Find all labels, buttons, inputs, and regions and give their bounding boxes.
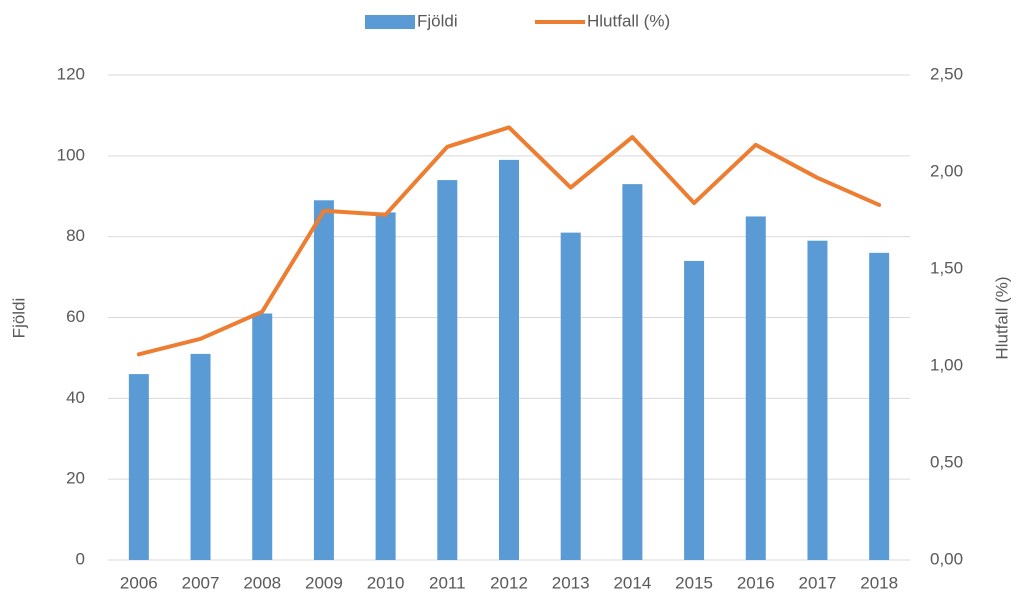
bar: [745, 216, 766, 561]
legend-label: Hlutfall (%): [587, 11, 670, 30]
x-tick-label: 2010: [367, 573, 405, 592]
x-tick-label: 2018: [860, 573, 898, 592]
x-tick-label: 2011: [429, 573, 466, 592]
y2-tick-label: 0,50: [930, 452, 963, 471]
bar: [622, 184, 643, 560]
y-tick-label: 120: [57, 64, 85, 83]
x-tick-label: 2017: [799, 573, 837, 592]
x-tick-label: 2012: [490, 573, 528, 592]
bar: [684, 260, 705, 560]
legend-label: Fjöldi: [417, 11, 458, 30]
bar: [190, 353, 211, 560]
x-tick-label: 2006: [120, 573, 158, 592]
bar: [869, 252, 890, 561]
bar: [560, 232, 581, 560]
bar: [807, 240, 828, 561]
y-tick-label: 100: [57, 145, 85, 164]
bar: [313, 200, 334, 560]
x-tick-label: 2009: [305, 573, 343, 592]
y-tick-label: 40: [66, 388, 85, 407]
y-axis-title: Fjöldi: [9, 298, 28, 339]
y-tick-label: 60: [66, 307, 85, 326]
y2-tick-label: 1,00: [930, 355, 963, 374]
x-tick-label: 2016: [737, 573, 775, 592]
line: [136, 125, 882, 357]
bar: [252, 313, 273, 560]
y2-tick-label: 2,50: [930, 64, 963, 83]
bar: [499, 159, 519, 560]
y-tick-label: 20: [66, 469, 85, 488]
y2-tick-label: 0,00: [930, 549, 963, 568]
x-tick-label: 2015: [675, 573, 713, 592]
x-tick-label: 2007: [182, 573, 220, 592]
bar: [437, 180, 458, 561]
y2-tick-label: 2,00: [930, 161, 963, 180]
bar: [128, 374, 149, 560]
y2-axis-title: Hlutfall (%): [992, 276, 1011, 359]
y2-tick-label: 1,50: [930, 258, 963, 277]
x-tick-label: 2014: [613, 573, 651, 592]
legend-swatch: [365, 15, 415, 29]
x-tick-label: 2013: [552, 573, 590, 592]
y-tick-label: 80: [66, 226, 85, 245]
x-tick-label: 2008: [243, 573, 281, 592]
bar: [375, 212, 396, 560]
y-tick-label: 0: [76, 549, 85, 568]
